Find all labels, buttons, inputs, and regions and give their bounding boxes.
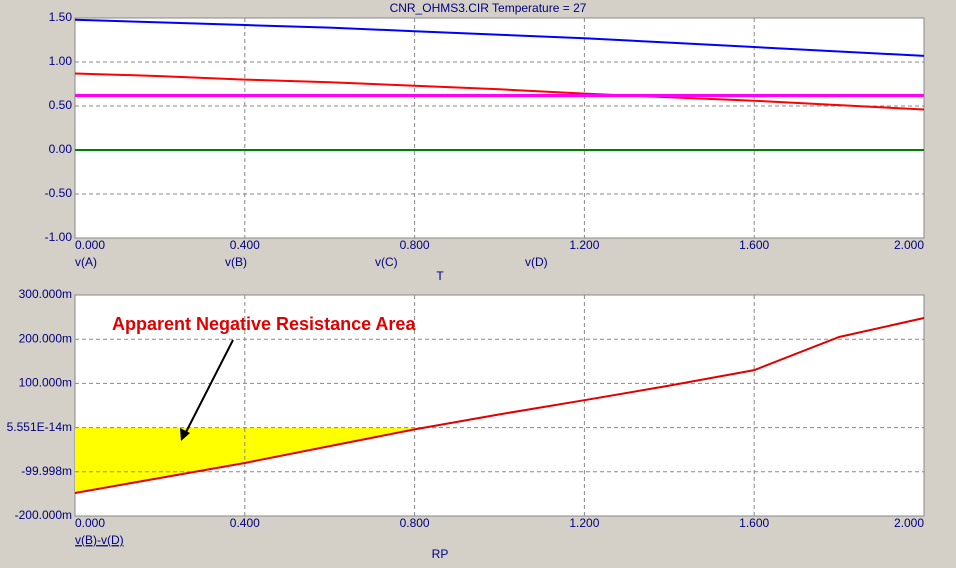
- x-tick-label: 0.000: [75, 516, 105, 530]
- y-tick-label: 1.00: [49, 54, 73, 68]
- legend-label: v(D): [525, 255, 548, 269]
- y-tick-label: 1.50: [49, 10, 73, 24]
- arrow-head: [180, 428, 190, 441]
- legend-label: v(A): [75, 255, 97, 269]
- y-tick-label: 0.50: [49, 98, 73, 112]
- y-tick-label: -99.998m: [21, 464, 72, 478]
- x-tick-label: 0.400: [230, 238, 260, 252]
- x-tick-label: 0.800: [400, 516, 430, 530]
- y-tick-label: 100.000m: [19, 376, 72, 390]
- x-tick-label: 0.000: [75, 238, 105, 252]
- y-tick-label: 300.000m: [19, 287, 72, 301]
- x-axis-label: T: [436, 269, 444, 283]
- x-tick-label: 0.800: [400, 238, 430, 252]
- legend-label: v(C): [375, 255, 398, 269]
- series-line: [74, 18, 925, 57]
- chart-title: CNR_OHMS3.CIR Temperature = 27: [390, 1, 587, 15]
- y-tick-label: 200.000m: [19, 331, 72, 345]
- legend-label: v(B)-v(D): [75, 533, 124, 547]
- plot-area: [74, 17, 925, 239]
- x-tick-label: 0.400: [230, 516, 260, 530]
- series-line: [74, 317, 925, 495]
- y-tick-label: -0.50: [45, 186, 73, 200]
- series-line: [74, 72, 925, 111]
- plot-area: [74, 294, 925, 517]
- x-tick-label: 1.600: [739, 238, 769, 252]
- legend-label: v(B): [225, 255, 247, 269]
- x-tick-label: 1.600: [739, 516, 769, 530]
- x-tick-label: 2.000: [894, 238, 924, 252]
- x-tick-label: 1.200: [569, 516, 599, 530]
- x-axis-label: RP: [432, 547, 449, 561]
- y-tick-label: -1.00: [45, 230, 73, 244]
- y-tick-label: 0.00: [49, 142, 73, 156]
- annotation: Apparent Negative Resistance Area: [112, 314, 416, 334]
- x-tick-label: 1.200: [569, 238, 599, 252]
- y-tick-label: 5.551E-14m: [7, 420, 72, 434]
- annotation-arrow: [183, 339, 234, 437]
- y-tick-label: -200.000m: [15, 508, 72, 522]
- x-tick-label: 2.000: [894, 516, 924, 530]
